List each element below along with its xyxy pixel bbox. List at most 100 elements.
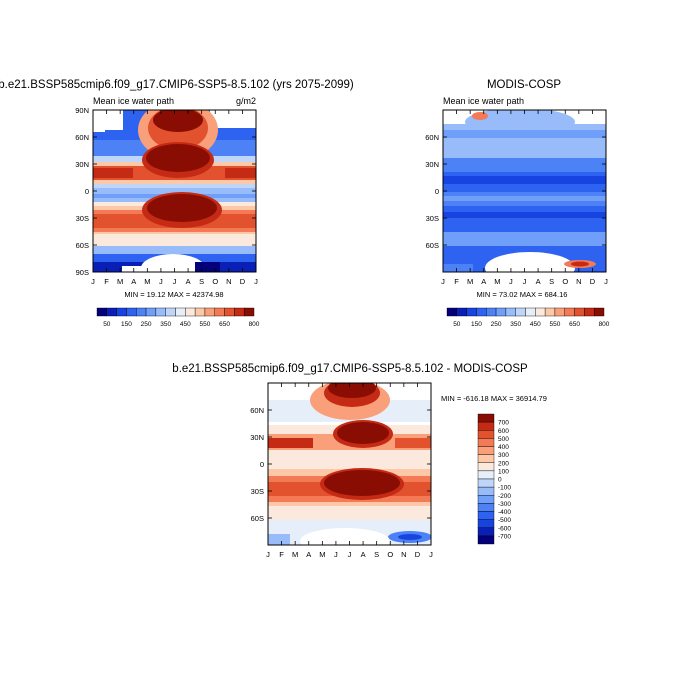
- colorbar-label: 550: [200, 321, 211, 328]
- colorbar-swatch: [477, 430, 495, 439]
- x-tick-label: F: [454, 277, 459, 286]
- x-tick-label: M: [292, 550, 298, 559]
- x-tick-label: J: [604, 277, 608, 286]
- colorbar-label: 0: [498, 477, 502, 484]
- colorbar-label: 550: [550, 321, 561, 328]
- panel-1-title: b.e21.BSSP585cmip6.f09_g17.CMIP6-SSP5-8.…: [0, 79, 354, 91]
- x-tick-label: J: [173, 277, 177, 286]
- x-tick-label: F: [104, 277, 109, 286]
- colorbar-swatch: [515, 307, 526, 317]
- colorbar-swatch: [486, 307, 497, 317]
- y-tick-label: 60N: [250, 406, 264, 415]
- y-tick-label: 60S: [426, 241, 439, 250]
- colorbar-swatch: [574, 307, 585, 317]
- x-tick-label: J: [523, 277, 527, 286]
- colorbar-swatch: [466, 307, 477, 317]
- colorbar-swatch: [175, 307, 186, 317]
- x-tick-label: O: [387, 550, 393, 559]
- y-tick-label: 30N: [75, 160, 89, 169]
- colorbar-label: 250: [141, 321, 152, 328]
- colorbar-swatch: [477, 486, 495, 496]
- y-tick-label: 30N: [425, 160, 439, 169]
- x-tick-label: N: [576, 277, 581, 286]
- colorbar-label: 350: [160, 321, 171, 328]
- x-tick-label: N: [401, 550, 406, 559]
- x-tick-label: J: [441, 277, 445, 286]
- panel-1-subtitle-right: g/m2: [236, 96, 256, 106]
- colorbar-label: -400: [498, 509, 511, 516]
- y-tick-label: 30S: [426, 214, 439, 223]
- x-tick-label: S: [549, 277, 554, 286]
- colorbar-swatch: [204, 307, 215, 317]
- x-tick-label: J: [348, 550, 352, 559]
- colorbar-swatch: [106, 307, 117, 317]
- colorbar-swatch: [155, 307, 166, 317]
- colorbar-swatch: [477, 511, 495, 520]
- x-tick-label: A: [481, 277, 486, 286]
- x-tick-label: M: [144, 277, 150, 286]
- colorbar-swatch: [495, 307, 507, 317]
- colorbar-label: 50: [103, 321, 111, 328]
- panel-3-stats: MIN = -616.18 MAX = 36914.79: [441, 394, 547, 403]
- y-tick-label: 60S: [76, 241, 89, 250]
- colorbar-label: 250: [491, 321, 502, 328]
- colorbar-label: -300: [498, 501, 511, 508]
- x-tick-label: J: [266, 550, 270, 559]
- x-tick-label: J: [429, 550, 433, 559]
- colorbar-label: 400: [498, 444, 509, 451]
- colorbar-label: 150: [471, 321, 482, 328]
- x-tick-label: M: [117, 277, 123, 286]
- colorbar-swatch: [116, 307, 127, 317]
- x-tick-label: A: [131, 277, 136, 286]
- x-tick-label: S: [374, 550, 379, 559]
- colorbar-swatch: [477, 413, 495, 423]
- x-tick-label: M: [319, 550, 325, 559]
- x-tick-label: N: [226, 277, 231, 286]
- colorbar-swatch: [165, 307, 176, 317]
- colorbar-swatch: [214, 307, 225, 317]
- x-tick-label: M: [467, 277, 473, 286]
- y-tick-label: 0: [85, 187, 89, 196]
- y-tick-label: 90N: [75, 106, 89, 115]
- colorbar-swatch: [477, 438, 495, 447]
- colorbar-label: 300: [498, 452, 509, 459]
- panel-1-stats: MIN = 19.12 MAX = 42374.98: [124, 290, 223, 299]
- colorbar-label: 450: [530, 321, 541, 328]
- panel-3-y-ticks: 60N 30N 0 30S 60S: [250, 406, 431, 523]
- x-tick-label: J: [334, 550, 338, 559]
- panel-1-colorbar: 50 150 250 350 450 550 650 800: [96, 307, 260, 328]
- colorbar-label: 650: [569, 321, 580, 328]
- colorbar-swatch: [505, 307, 516, 317]
- colorbar-swatch: [535, 307, 546, 317]
- colorbar-swatch: [477, 454, 495, 463]
- colorbar-label: -600: [498, 525, 511, 532]
- x-tick-label: J: [91, 277, 95, 286]
- colorbar-swatch: [477, 503, 495, 512]
- colorbar-label: 800: [599, 321, 610, 328]
- x-tick-label: D: [415, 550, 421, 559]
- y-tick-label: 30S: [251, 487, 264, 496]
- panel-3-title: b.e21.BSSP585cmip6.f09_g17.CMIP6-SSP5-8.…: [172, 363, 528, 375]
- colorbar-label: 600: [498, 428, 509, 435]
- x-tick-label: A: [306, 550, 311, 559]
- colorbar-label: 50: [453, 321, 461, 328]
- y-tick-label: 60N: [75, 133, 89, 142]
- colorbar-swatch: [126, 307, 137, 317]
- x-tick-label: D: [590, 277, 596, 286]
- y-tick-label: 0: [260, 460, 264, 469]
- colorbar-swatch: [477, 535, 495, 545]
- colorbar-swatch: [477, 527, 495, 537]
- colorbar-label: 200: [498, 460, 509, 467]
- colorbar-swatch: [477, 478, 495, 488]
- colorbar-swatch: [477, 421, 495, 431]
- panel-2-field: [443, 110, 606, 272]
- x-tick-label: J: [509, 277, 513, 286]
- x-tick-label: J: [159, 277, 163, 286]
- y-tick-label: 30N: [250, 433, 264, 442]
- colorbar-label: -100: [498, 485, 511, 492]
- colorbar-label: 800: [249, 321, 260, 328]
